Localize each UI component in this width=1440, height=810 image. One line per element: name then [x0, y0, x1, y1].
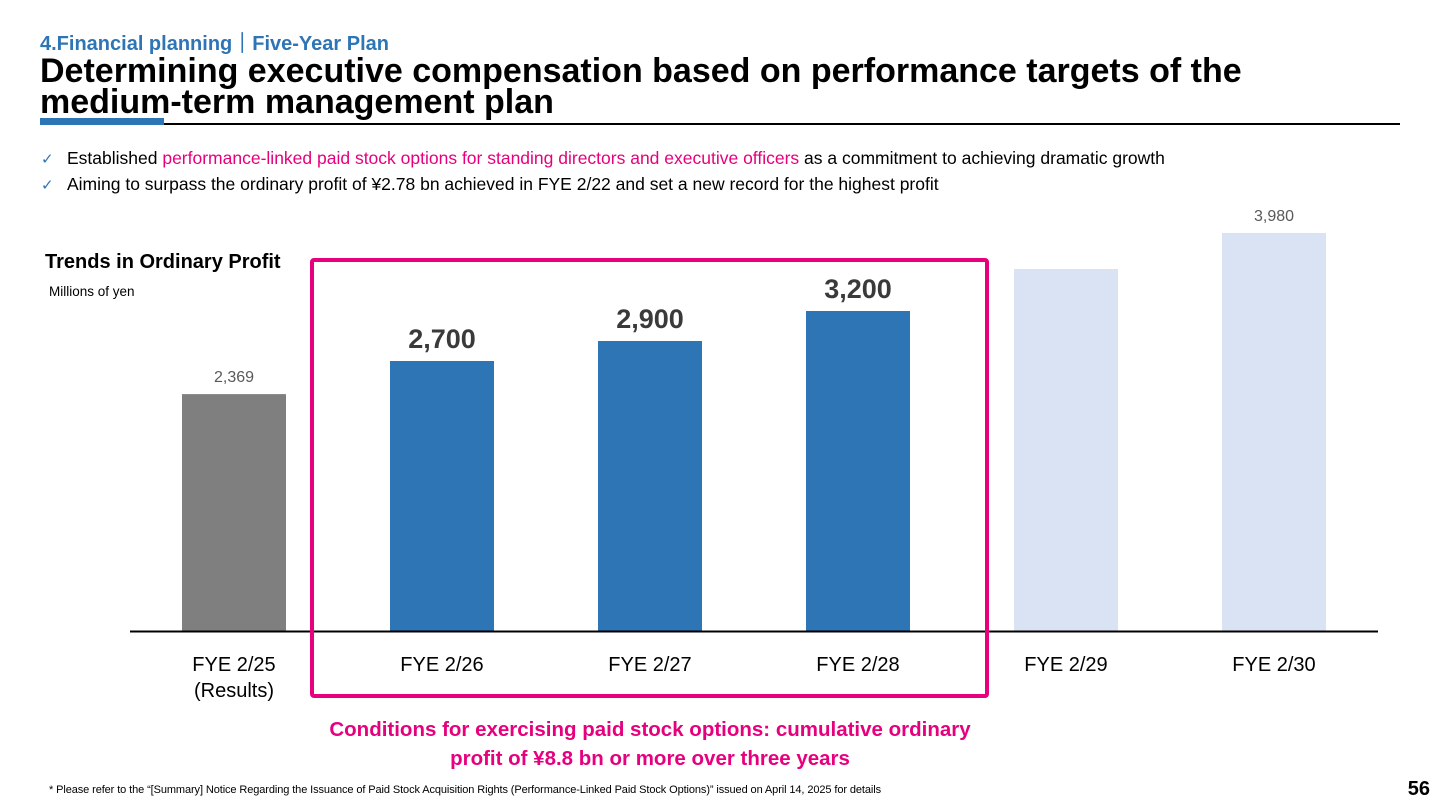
bullet-item: ✓ Aiming to surpass the ordinary profit o…: [41, 173, 1165, 199]
chart-title: Trends in Ordinary Profit: [45, 251, 281, 273]
data-label: 3,980: [1254, 208, 1294, 225]
x-tick-label: FYE 2/30: [1232, 654, 1315, 676]
callout-line: profit of ¥8.8 bn or more over three yea…: [450, 747, 850, 770]
checkmark-icon: ✓: [41, 177, 54, 194]
bullet-highlight: performance-linked paid stock options fo…: [162, 148, 800, 168]
checkmark-icon: ✓: [41, 151, 54, 168]
x-tick-label: FYE 2/25: [192, 654, 275, 676]
title-divider: [40, 123, 1400, 125]
page-title: Determining executive compensation based…: [40, 52, 1242, 121]
x-tick-label: FYE 2/26: [400, 654, 483, 676]
x-tick-label: (Results): [194, 680, 274, 702]
x-tick-label: FYE 2/28: [816, 654, 899, 676]
bullet-text: Established: [67, 148, 163, 168]
data-label: 3,200: [824, 274, 892, 304]
bar: [1014, 269, 1118, 631]
bullet-item: ✓ Established performance-linked paid sto…: [41, 147, 1165, 173]
title-accent-bar: [40, 118, 164, 125]
data-label: 2,369: [214, 369, 254, 386]
callout-line: Conditions for exercising paid stock opt…: [329, 718, 971, 741]
bar: [390, 361, 494, 631]
x-tick-label: FYE 2/27: [608, 654, 691, 676]
bullet-text: Aiming to surpass the ordinary profit of…: [67, 174, 939, 194]
bullet-text: as a commitment to achieving dramatic gr…: [799, 148, 1165, 168]
bar: [182, 394, 286, 631]
footnote: * Please refer to the “[Summary] Notice …: [49, 784, 881, 796]
exercise-condition-callout: Conditions for exercising paid stock opt…: [280, 715, 1020, 773]
breadcrumb: 4.Financial planning｜Five-Year Plan: [40, 33, 389, 55]
page-number: 56: [1407, 778, 1430, 800]
chart-unit-label: Millions of yen: [49, 284, 135, 299]
x-tick-label: FYE 2/29: [1024, 654, 1107, 676]
bar: [1222, 233, 1326, 631]
highlight-frame: [310, 258, 989, 698]
data-label: 2,700: [408, 324, 476, 354]
data-label: 2,900: [616, 304, 684, 334]
bar: [806, 311, 910, 631]
bar: [598, 341, 702, 631]
bullet-list: ✓ Established performance-linked paid sto…: [41, 147, 1165, 199]
